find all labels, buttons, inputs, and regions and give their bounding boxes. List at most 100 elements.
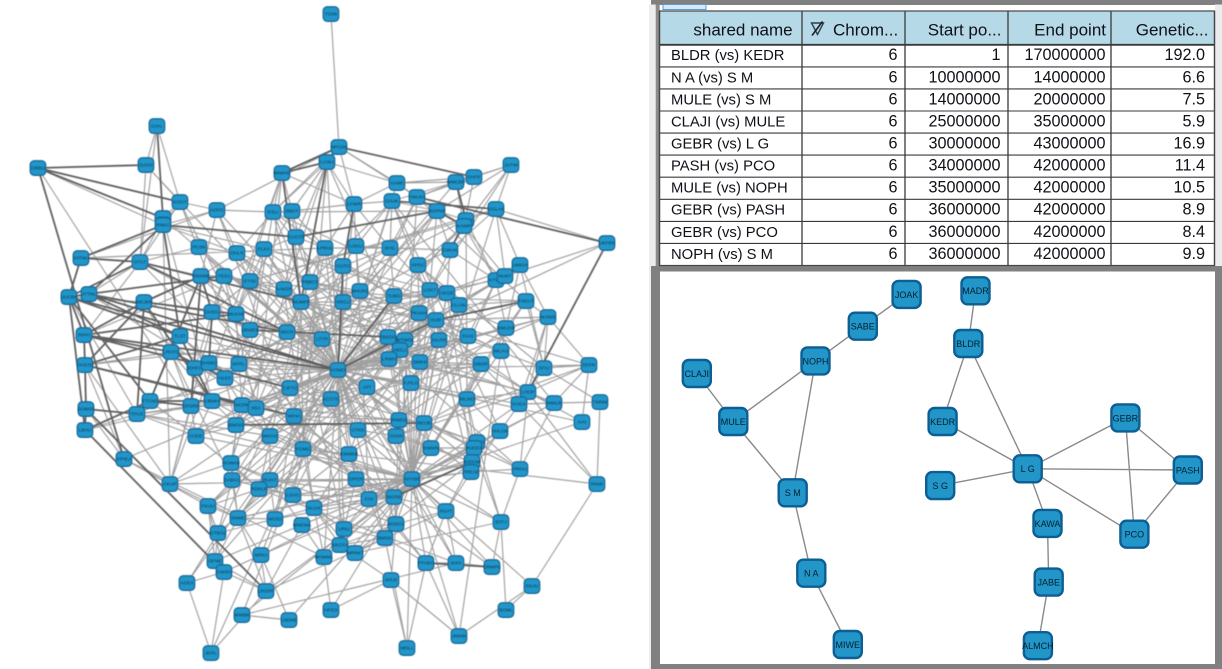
svg-text:170000000: 170000000 (1024, 46, 1105, 64)
svg-text:IDHFG: IDHFG (188, 366, 203, 372)
svg-text:HUIP: HUIP (430, 318, 441, 324)
svg-text:LGHC: LGHC (286, 493, 300, 499)
svg-text:CWUK: CWUK (443, 248, 458, 254)
svg-text:36000000: 36000000 (928, 201, 1000, 219)
svg-text:DABKC: DABKC (224, 478, 241, 484)
svg-text:8.9: 8.9 (1182, 201, 1205, 219)
svg-text:TPCE: TPCE (131, 412, 144, 418)
svg-text:ETISI: ETISI (244, 279, 256, 285)
svg-text:ADEA: ADEA (180, 581, 194, 587)
svg-text:N A: N A (804, 569, 819, 579)
svg-text:BMOG: BMOG (229, 423, 244, 429)
svg-text:CLAJI: CLAJI (685, 369, 710, 379)
svg-text:MIWE: MIWE (836, 640, 861, 650)
svg-text:WMCBO: WMCBO (447, 180, 466, 186)
svg-text:IIPLR: IIPLR (385, 578, 398, 584)
svg-text:TTCNC: TTCNC (142, 399, 159, 405)
svg-text:DBSR: DBSR (474, 362, 488, 368)
svg-text:End point: End point (1034, 20, 1106, 39)
svg-text:20000000: 20000000 (1033, 90, 1105, 108)
svg-text:UBWEE: UBWEE (241, 328, 259, 334)
svg-text:LRGRF: LRGRF (258, 589, 274, 595)
svg-text:NCPK: NCPK (235, 403, 249, 409)
svg-text:MICR: MICR (281, 330, 294, 336)
svg-text:WLMO: WLMO (460, 397, 475, 403)
svg-text:PTHEC: PTHEC (418, 561, 435, 567)
svg-text:MULE (vs) S M: MULE (vs) S M (671, 92, 771, 108)
svg-text:S G: S G (932, 481, 948, 491)
svg-text:UUCBK: UUCBK (61, 295, 79, 301)
svg-text:MHURC: MHURC (351, 289, 369, 295)
svg-text:MDLL: MDLL (401, 646, 414, 652)
svg-text:6.6: 6.6 (1182, 68, 1205, 86)
svg-text:HFEO: HFEO (324, 608, 338, 614)
svg-text:6: 6 (888, 46, 897, 64)
svg-text:GEBR (vs) PCO: GEBR (vs) PCO (671, 225, 778, 241)
svg-text:CKAP: CKAP (163, 482, 176, 488)
svg-text:ERSRD: ERSRD (183, 404, 200, 410)
svg-text:DJUK: DJUK (386, 199, 399, 205)
svg-text:SGAT: SGAT (440, 509, 453, 515)
svg-text:6: 6 (888, 135, 897, 153)
svg-text:UKFBN: UKFBN (599, 241, 616, 247)
svg-text:APDC: APDC (411, 263, 425, 269)
svg-text:IISA: IISA (251, 406, 261, 412)
svg-text:SLIAK: SLIAK (307, 506, 321, 512)
svg-text:25000000: 25000000 (928, 112, 1000, 130)
svg-text:BHIL: BHIL (385, 246, 396, 252)
svg-text:KOOT: KOOT (173, 200, 187, 206)
svg-text:14000000: 14000000 (1033, 68, 1105, 86)
svg-text:42000000: 42000000 (1033, 157, 1105, 175)
svg-text:FJTLO: FJTLO (404, 381, 419, 387)
svg-text:DJOD: DJOD (139, 163, 153, 169)
svg-text:RNKC: RNKC (156, 223, 170, 229)
svg-text:KNIMN: KNIMN (423, 446, 439, 452)
svg-text:KAWA: KAWA (1035, 519, 1061, 529)
svg-text:DJAL: DJAL (151, 124, 163, 130)
svg-text:43000000: 43000000 (1033, 135, 1105, 153)
svg-text:RDRLP: RDRLP (251, 487, 267, 493)
svg-text:SFIU: SFIU (539, 366, 550, 372)
svg-text:SABE: SABE (851, 322, 875, 332)
svg-text:WWBK: WWBK (234, 613, 250, 619)
svg-text:NOPH (vs) S M: NOPH (vs) S M (671, 247, 773, 263)
svg-text:TJFTC: TJFTC (283, 386, 298, 392)
svg-text:35000000: 35000000 (928, 179, 1000, 197)
svg-text:WOSJ: WOSJ (268, 517, 282, 523)
svg-text:WJWS: WJWS (541, 315, 556, 321)
svg-text:FKUU: FKUU (201, 504, 215, 510)
svg-text:IKIHI: IKIHI (451, 561, 462, 567)
svg-text:KPRL: KPRL (233, 362, 246, 368)
svg-text:PRHU: PRHU (513, 467, 527, 473)
svg-text:HHLGK: HHLGK (492, 429, 509, 435)
svg-text:LSKU: LSKU (350, 244, 363, 250)
svg-text:JTTNL: JTTNL (82, 292, 97, 298)
svg-text:KADA: KADA (512, 402, 526, 408)
svg-text:AFHSE: AFHSE (404, 477, 420, 483)
svg-text:11.4: 11.4 (1175, 157, 1205, 175)
svg-text:WEJKR: WEJKR (136, 300, 153, 306)
svg-text:RIPH: RIPH (78, 333, 90, 339)
svg-text:SMKB: SMKB (413, 360, 427, 366)
svg-text:PCO: PCO (1125, 530, 1145, 540)
svg-text:GEBR (vs) PASH: GEBR (vs) PASH (671, 203, 785, 219)
svg-text:TSEUT: TSEUT (518, 299, 534, 305)
svg-text:ESLI: ESLI (268, 210, 278, 216)
svg-text:GEBR (vs) L G: GEBR (vs) L G (671, 137, 769, 153)
svg-text:6: 6 (888, 201, 897, 219)
svg-text:LTTR: LTTR (316, 337, 328, 343)
svg-text:Chrom...: Chrom... (833, 20, 898, 39)
svg-text:WIWHC: WIWHC (273, 171, 291, 177)
svg-text:WUMPF: WUMPF (292, 300, 310, 306)
svg-text:BLDR: BLDR (956, 339, 981, 349)
svg-text:JOAK: JOAK (895, 290, 919, 300)
svg-text:S M: S M (785, 488, 801, 498)
svg-text:LPBUL: LPBUL (317, 246, 333, 252)
svg-text:RUHT: RUHT (263, 478, 276, 484)
svg-text:DOMSF: DOMSF (77, 407, 94, 413)
svg-text:7.5: 7.5 (1182, 90, 1205, 108)
svg-text:BMSK: BMSK (378, 536, 392, 542)
svg-text:FWLKH: FWLKH (409, 195, 426, 201)
svg-text:AEGE: AEGE (440, 291, 453, 297)
svg-text:KCGTC: KCGTC (323, 397, 340, 403)
